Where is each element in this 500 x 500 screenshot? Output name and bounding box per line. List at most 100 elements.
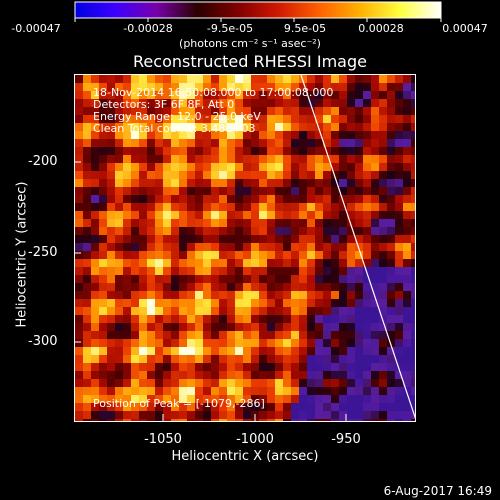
image-pixel	[291, 171, 299, 179]
image-pixel	[283, 187, 291, 195]
image-pixel	[123, 155, 131, 163]
image-pixel	[339, 403, 347, 411]
image-pixel	[291, 339, 299, 347]
image-pixel	[107, 299, 115, 307]
image-pixel	[115, 75, 123, 83]
image-pixel	[147, 259, 155, 267]
image-pixel	[267, 291, 275, 299]
image-pixel	[131, 179, 139, 187]
image-pixel	[267, 227, 275, 235]
image-pixel	[339, 243, 347, 251]
image-pixel	[211, 291, 219, 299]
image-pixel	[99, 171, 107, 179]
image-pixel	[115, 155, 123, 163]
image-pixel	[251, 371, 259, 379]
image-pixel	[339, 259, 347, 267]
image-pixel	[347, 347, 355, 355]
image-pixel	[195, 307, 203, 315]
image-pixel	[235, 331, 243, 339]
image-pixel	[75, 123, 83, 131]
image-pixel	[395, 163, 403, 171]
image-pixel	[371, 291, 379, 299]
image-pixel	[363, 155, 371, 163]
image-pixel	[235, 147, 243, 155]
image-pixel	[267, 307, 275, 315]
image-pixel	[123, 219, 131, 227]
image-pixel	[211, 267, 219, 275]
image-pixel	[75, 315, 83, 323]
image-pixel	[83, 243, 91, 251]
image-pixel	[339, 227, 347, 235]
image-pixel	[179, 323, 187, 331]
image-pixel	[283, 83, 291, 91]
image-pixel	[291, 419, 299, 421]
image-pixel	[403, 331, 411, 339]
image-pixel	[83, 419, 91, 421]
image-pixel	[75, 291, 83, 299]
image-pixel	[387, 187, 395, 195]
image-pixel	[91, 75, 99, 83]
image-pixel	[347, 155, 355, 163]
image-pixel	[131, 219, 139, 227]
image-pixel	[219, 323, 227, 331]
image-pixel	[411, 227, 415, 235]
image-pixel	[139, 203, 147, 211]
image-pixel	[155, 251, 163, 259]
image-pixel	[155, 307, 163, 315]
image-pixel	[99, 203, 107, 211]
image-pixel	[91, 307, 99, 315]
image-pixel	[379, 403, 387, 411]
image-pixel	[291, 227, 299, 235]
image-pixel	[355, 107, 363, 115]
image-pixel	[131, 99, 139, 107]
image-pixel	[147, 171, 155, 179]
image-pixel	[107, 195, 115, 203]
image-pixel	[155, 123, 163, 131]
image-pixel	[275, 115, 283, 123]
image-pixel	[179, 355, 187, 363]
image-pixel	[187, 339, 195, 347]
image-pixel	[227, 315, 235, 323]
image-pixel	[339, 323, 347, 331]
image-pixel	[315, 83, 323, 91]
image-pixel	[315, 147, 323, 155]
image-pixel	[107, 259, 115, 267]
image-pixel	[179, 387, 187, 395]
image-pixel	[251, 299, 259, 307]
image-pixel	[131, 411, 139, 419]
image-pixel	[171, 379, 179, 387]
image-pixel	[355, 411, 363, 419]
image-pixel	[123, 275, 131, 283]
image-pixel	[363, 83, 371, 91]
image-pixel	[107, 323, 115, 331]
image-pixel	[171, 403, 179, 411]
image-pixel	[363, 379, 371, 387]
image-pixel	[83, 251, 91, 259]
image-pixel	[315, 283, 323, 291]
image-pixel	[387, 163, 395, 171]
image-pixel	[299, 419, 307, 421]
image-pixel	[211, 331, 219, 339]
image-pixel	[115, 275, 123, 283]
image-pixel	[115, 291, 123, 299]
image-pixel	[179, 363, 187, 371]
image-pixel	[195, 115, 203, 123]
image-pixel	[155, 419, 163, 421]
image-pixel	[307, 291, 315, 299]
image-pixel	[339, 235, 347, 243]
image-pixel	[371, 115, 379, 123]
image-pixel	[147, 227, 155, 235]
image-pixel	[83, 107, 91, 115]
image-pixel	[243, 131, 251, 139]
image-pixel	[115, 115, 123, 123]
image-pixel	[123, 187, 131, 195]
image-pixel	[179, 99, 187, 107]
image-pixel	[291, 355, 299, 363]
image-pixel	[235, 155, 243, 163]
image-pixel	[283, 395, 291, 403]
image-pixel	[347, 331, 355, 339]
image-pixel	[371, 203, 379, 211]
image-pixel	[91, 107, 99, 115]
image-pixel	[339, 283, 347, 291]
image-pixel	[275, 267, 283, 275]
